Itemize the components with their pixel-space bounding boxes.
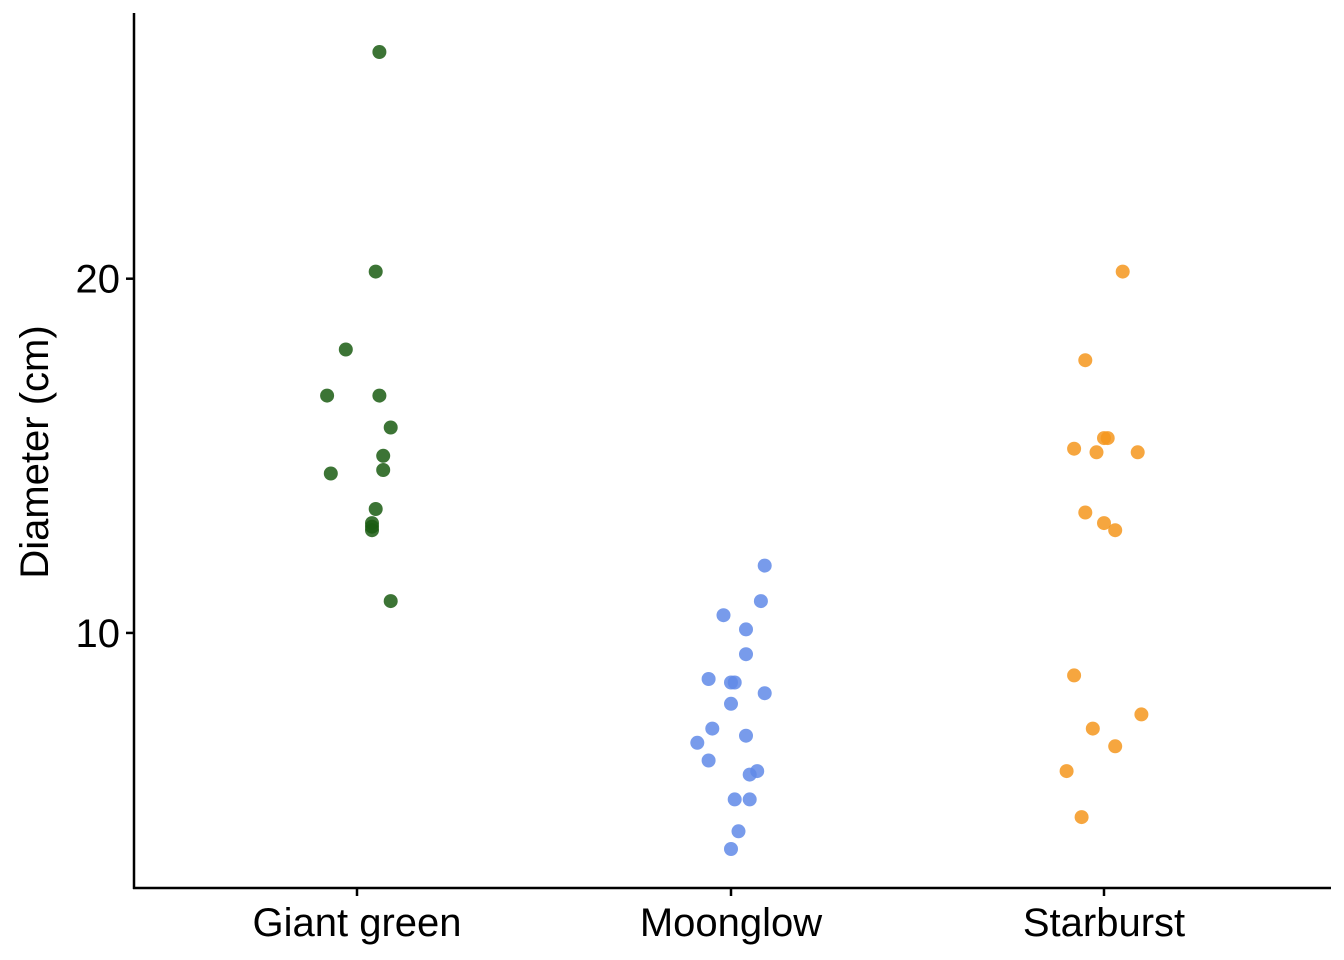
data-point	[731, 824, 746, 839]
data-point	[724, 842, 738, 856]
points-layer	[320, 45, 1149, 856]
data-point	[742, 792, 757, 807]
y-ticks: 10 20	[76, 258, 134, 656]
y-tick-label: 20	[76, 258, 121, 302]
data-point	[757, 686, 772, 701]
data-point	[757, 558, 772, 573]
data-point	[383, 594, 398, 609]
data-point	[701, 753, 716, 768]
data-point	[739, 647, 753, 662]
x-ticks: Giant green Moonglow Starburst	[252, 888, 1185, 945]
y-axis-title: Diameter (cm)	[13, 325, 57, 578]
data-point	[372, 388, 387, 403]
data-point	[724, 696, 738, 711]
data-point	[1074, 810, 1089, 825]
data-point	[1108, 739, 1123, 754]
data-point	[376, 463, 391, 477]
data-point	[1115, 264, 1130, 279]
data-point	[739, 728, 753, 743]
data-point	[727, 792, 742, 807]
data-point	[716, 608, 731, 623]
data-point	[338, 342, 353, 357]
data-point	[1108, 523, 1123, 538]
data-point	[1100, 431, 1115, 446]
data-point	[383, 420, 398, 435]
data-point	[1078, 353, 1093, 368]
data-point	[753, 594, 768, 609]
data-point	[701, 672, 716, 686]
data-point	[1059, 764, 1074, 779]
data-point	[739, 622, 753, 637]
data-point	[742, 767, 757, 782]
y-tick-label: 10	[76, 612, 121, 656]
data-point	[368, 502, 383, 516]
data-point	[372, 45, 387, 59]
x-tick-label: Giant green	[252, 901, 461, 945]
data-point	[1097, 516, 1111, 531]
data-point	[1089, 445, 1104, 460]
data-point	[376, 448, 391, 463]
data-point	[690, 735, 705, 750]
data-point	[368, 264, 383, 279]
data-point	[1067, 668, 1082, 683]
data-point	[1067, 441, 1082, 456]
data-point	[1085, 721, 1100, 736]
data-point	[705, 721, 720, 736]
data-point	[365, 523, 379, 538]
data-point	[1134, 707, 1149, 722]
data-point	[320, 388, 335, 403]
data-point	[727, 675, 742, 690]
x-tick-label: Starburst	[1023, 901, 1185, 945]
x-tick-label: Moonglow	[640, 901, 822, 945]
data-point	[1078, 505, 1093, 520]
data-point	[323, 466, 338, 481]
data-point	[1130, 445, 1145, 460]
